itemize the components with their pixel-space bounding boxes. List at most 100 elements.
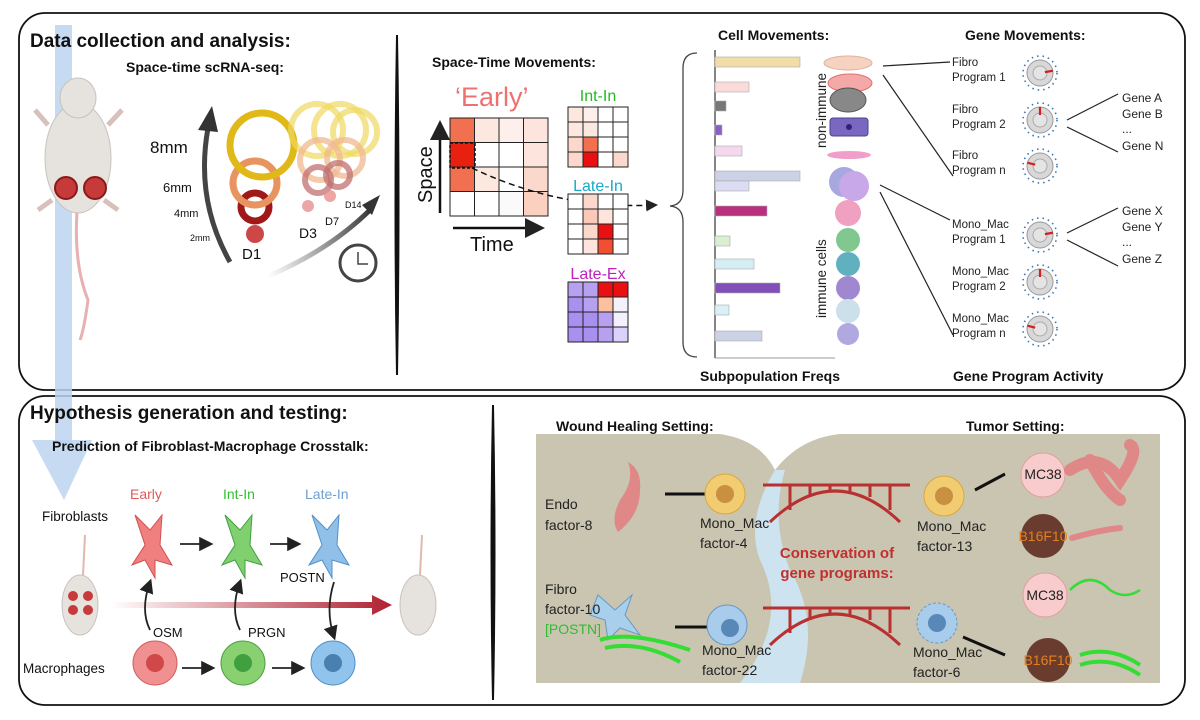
early-highlight-box xyxy=(449,142,476,169)
late-in-heatmap-cell xyxy=(567,223,584,240)
gene-movements-title: Gene Movements: xyxy=(965,27,1086,43)
gene-program-item: Fibro Program 1 xyxy=(952,55,1058,91)
late-in-heatmap-cell xyxy=(612,223,629,240)
mc38-label-2: MC38 xyxy=(1026,587,1064,603)
cell-to-program-lines xyxy=(879,61,954,336)
subpopulation-bar xyxy=(714,124,723,136)
program-label-line1: Fibro xyxy=(952,150,978,162)
gene-list-lines xyxy=(1066,93,1119,267)
space-time-title: Space-Time Movements: xyxy=(432,54,596,70)
mc38-label-1: MC38 xyxy=(1024,466,1062,482)
late-in-heatmap-cell xyxy=(597,238,614,255)
late-in-heatmap-cell xyxy=(567,208,584,225)
late-ex-heatmap-cell xyxy=(567,296,584,313)
gene-program-item: Mono_Mac Program 2 xyxy=(952,264,1058,300)
osm-arrow xyxy=(139,578,154,631)
late-in-heatmap-cell xyxy=(582,193,599,210)
mono4-label-2: factor-4 xyxy=(700,535,748,551)
subpopulation-bar xyxy=(714,180,750,192)
gene-a: Gene A xyxy=(1122,91,1162,105)
dial-center xyxy=(1032,274,1048,290)
dial-center xyxy=(1032,65,1048,81)
bottom-divider xyxy=(490,404,496,701)
dial-ticks xyxy=(1022,311,1058,347)
subpopulation-bar xyxy=(714,145,743,157)
postn-arrow xyxy=(323,581,338,641)
subpopulation-bars xyxy=(714,56,801,342)
int-in-heatmap-cell xyxy=(567,106,584,123)
program-label-line2: Program 2 xyxy=(952,119,1006,131)
stage-late-in-label: Late-In xyxy=(305,486,349,502)
subpopulation-bar xyxy=(714,282,781,294)
int-in-heatmap-cell xyxy=(567,151,584,168)
program-label-line2: Program 1 xyxy=(952,72,1006,84)
size-label-6mm: 6mm xyxy=(163,180,192,195)
early-heatmap-cell xyxy=(474,166,500,192)
gene-program-item: Mono_Mac Program n xyxy=(952,311,1058,347)
gene-program-item: Fibro Program n xyxy=(952,148,1058,184)
prgn-label: PRGN xyxy=(248,625,286,640)
day-label-d1: D1 xyxy=(242,246,261,263)
subpopulation-bar xyxy=(714,170,801,182)
b16f10-label-1: B16F10 xyxy=(1018,528,1067,544)
dial-ticks xyxy=(1022,148,1058,184)
fibro10-label-2: factor-10 xyxy=(545,601,600,617)
late-in-heatmap-cell xyxy=(582,208,599,225)
early-heatmap-cell xyxy=(449,117,475,143)
stage-early-label: Early xyxy=(130,486,162,502)
stage-int-in-label: Int-In xyxy=(223,486,255,502)
b16f10-label-2: B16F10 xyxy=(1023,652,1072,668)
early-heatmap-cell xyxy=(498,142,524,168)
int-in-heatmap-cell xyxy=(582,151,599,168)
top-panel-title: Data collection and analysis: xyxy=(30,31,291,52)
postn-label: POSTN xyxy=(280,570,325,585)
mono22-label-2: factor-22 xyxy=(702,662,757,678)
small-heatmaps xyxy=(567,106,629,343)
program-label-line1: Fibro xyxy=(952,57,978,69)
fibro10-label-3: [POSTN] xyxy=(545,621,601,637)
int-in-heatmap-cell xyxy=(597,121,614,138)
subpopulation-bar xyxy=(714,330,763,342)
wound-setting-title: Wound Healing Setting: xyxy=(556,418,714,434)
int-in-label: Int-In xyxy=(580,88,616,105)
dial-ticks xyxy=(1022,102,1058,138)
dial-needle xyxy=(1044,69,1053,74)
program-label-line2: Program 2 xyxy=(952,281,1006,293)
gene-b: Gene B xyxy=(1122,107,1163,121)
immune-cells-label: immune cells xyxy=(814,239,829,318)
endo-label-1: Endo xyxy=(545,496,578,512)
scrna-title: Space-time scRNA-seq: xyxy=(126,59,284,75)
mono13-label-2: factor-13 xyxy=(917,538,972,554)
int-in-heatmap-cell xyxy=(612,106,629,123)
early-heatmap-cell xyxy=(523,191,549,217)
early-heatmap-cell xyxy=(474,191,500,217)
program-label-line2: Program 1 xyxy=(952,234,1006,246)
int-in-heatmap-cell xyxy=(567,121,584,138)
program-label-line1: Mono_Mac xyxy=(952,219,1009,231)
int-in-heatmap-cell xyxy=(567,136,584,153)
subpopulation-bar xyxy=(714,100,727,112)
late-ex-heatmap-cell xyxy=(582,281,599,298)
late-in-heatmap-cell xyxy=(582,238,599,255)
size-label-8mm: 8mm xyxy=(150,138,188,157)
top-divider xyxy=(394,34,400,376)
immune-cell-icons xyxy=(829,167,869,345)
flow-arrow-head xyxy=(32,440,92,500)
brace xyxy=(669,52,698,358)
wounded-mouse-icon xyxy=(61,534,99,636)
late-in-heatmap-cell xyxy=(612,238,629,255)
top-panel-frame xyxy=(18,12,1186,391)
dial-ticks xyxy=(1022,55,1058,91)
bottom-panel-title: Hypothesis generation and testing: xyxy=(30,403,348,424)
conservation-label-1: Conservation of xyxy=(780,545,895,562)
subpopulation-bar xyxy=(714,235,731,247)
dial-needle xyxy=(1044,231,1053,236)
subpopulation-bar xyxy=(714,81,750,93)
late-ex-heatmap-cell xyxy=(597,281,614,298)
wound-right-icon xyxy=(83,176,107,200)
cell-movements-title: Cell Movements: xyxy=(718,27,829,43)
early-heatmap-cell xyxy=(449,166,475,192)
dial-needle xyxy=(1027,324,1036,329)
int-in-heatmap-cell xyxy=(582,106,599,123)
